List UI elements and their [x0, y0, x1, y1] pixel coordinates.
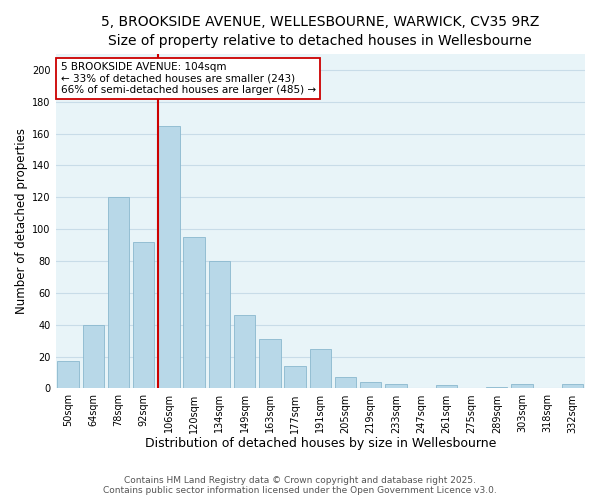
Text: 5 BROOKSIDE AVENUE: 104sqm
← 33% of detached houses are smaller (243)
66% of sem: 5 BROOKSIDE AVENUE: 104sqm ← 33% of deta… — [61, 62, 316, 95]
X-axis label: Distribution of detached houses by size in Wellesbourne: Distribution of detached houses by size … — [145, 437, 496, 450]
Bar — [108, 197, 129, 388]
Bar — [259, 339, 281, 388]
Bar — [385, 384, 407, 388]
Bar — [58, 362, 79, 388]
Bar — [133, 242, 154, 388]
Bar — [360, 382, 382, 388]
Bar — [83, 324, 104, 388]
Bar — [310, 348, 331, 389]
Bar — [511, 384, 533, 388]
Bar — [486, 387, 508, 388]
Title: 5, BROOKSIDE AVENUE, WELLESBOURNE, WARWICK, CV35 9RZ
Size of property relative t: 5, BROOKSIDE AVENUE, WELLESBOURNE, WARWI… — [101, 15, 539, 48]
Bar — [562, 384, 583, 388]
Bar — [284, 366, 306, 388]
Bar — [209, 261, 230, 388]
Y-axis label: Number of detached properties: Number of detached properties — [15, 128, 28, 314]
Bar — [436, 386, 457, 388]
Bar — [234, 315, 256, 388]
Bar — [158, 126, 180, 388]
Bar — [335, 378, 356, 388]
Text: Contains HM Land Registry data © Crown copyright and database right 2025.
Contai: Contains HM Land Registry data © Crown c… — [103, 476, 497, 495]
Bar — [184, 237, 205, 388]
